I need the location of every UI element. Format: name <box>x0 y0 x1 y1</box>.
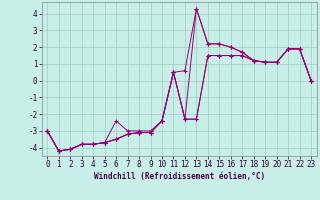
X-axis label: Windchill (Refroidissement éolien,°C): Windchill (Refroidissement éolien,°C) <box>94 172 265 181</box>
